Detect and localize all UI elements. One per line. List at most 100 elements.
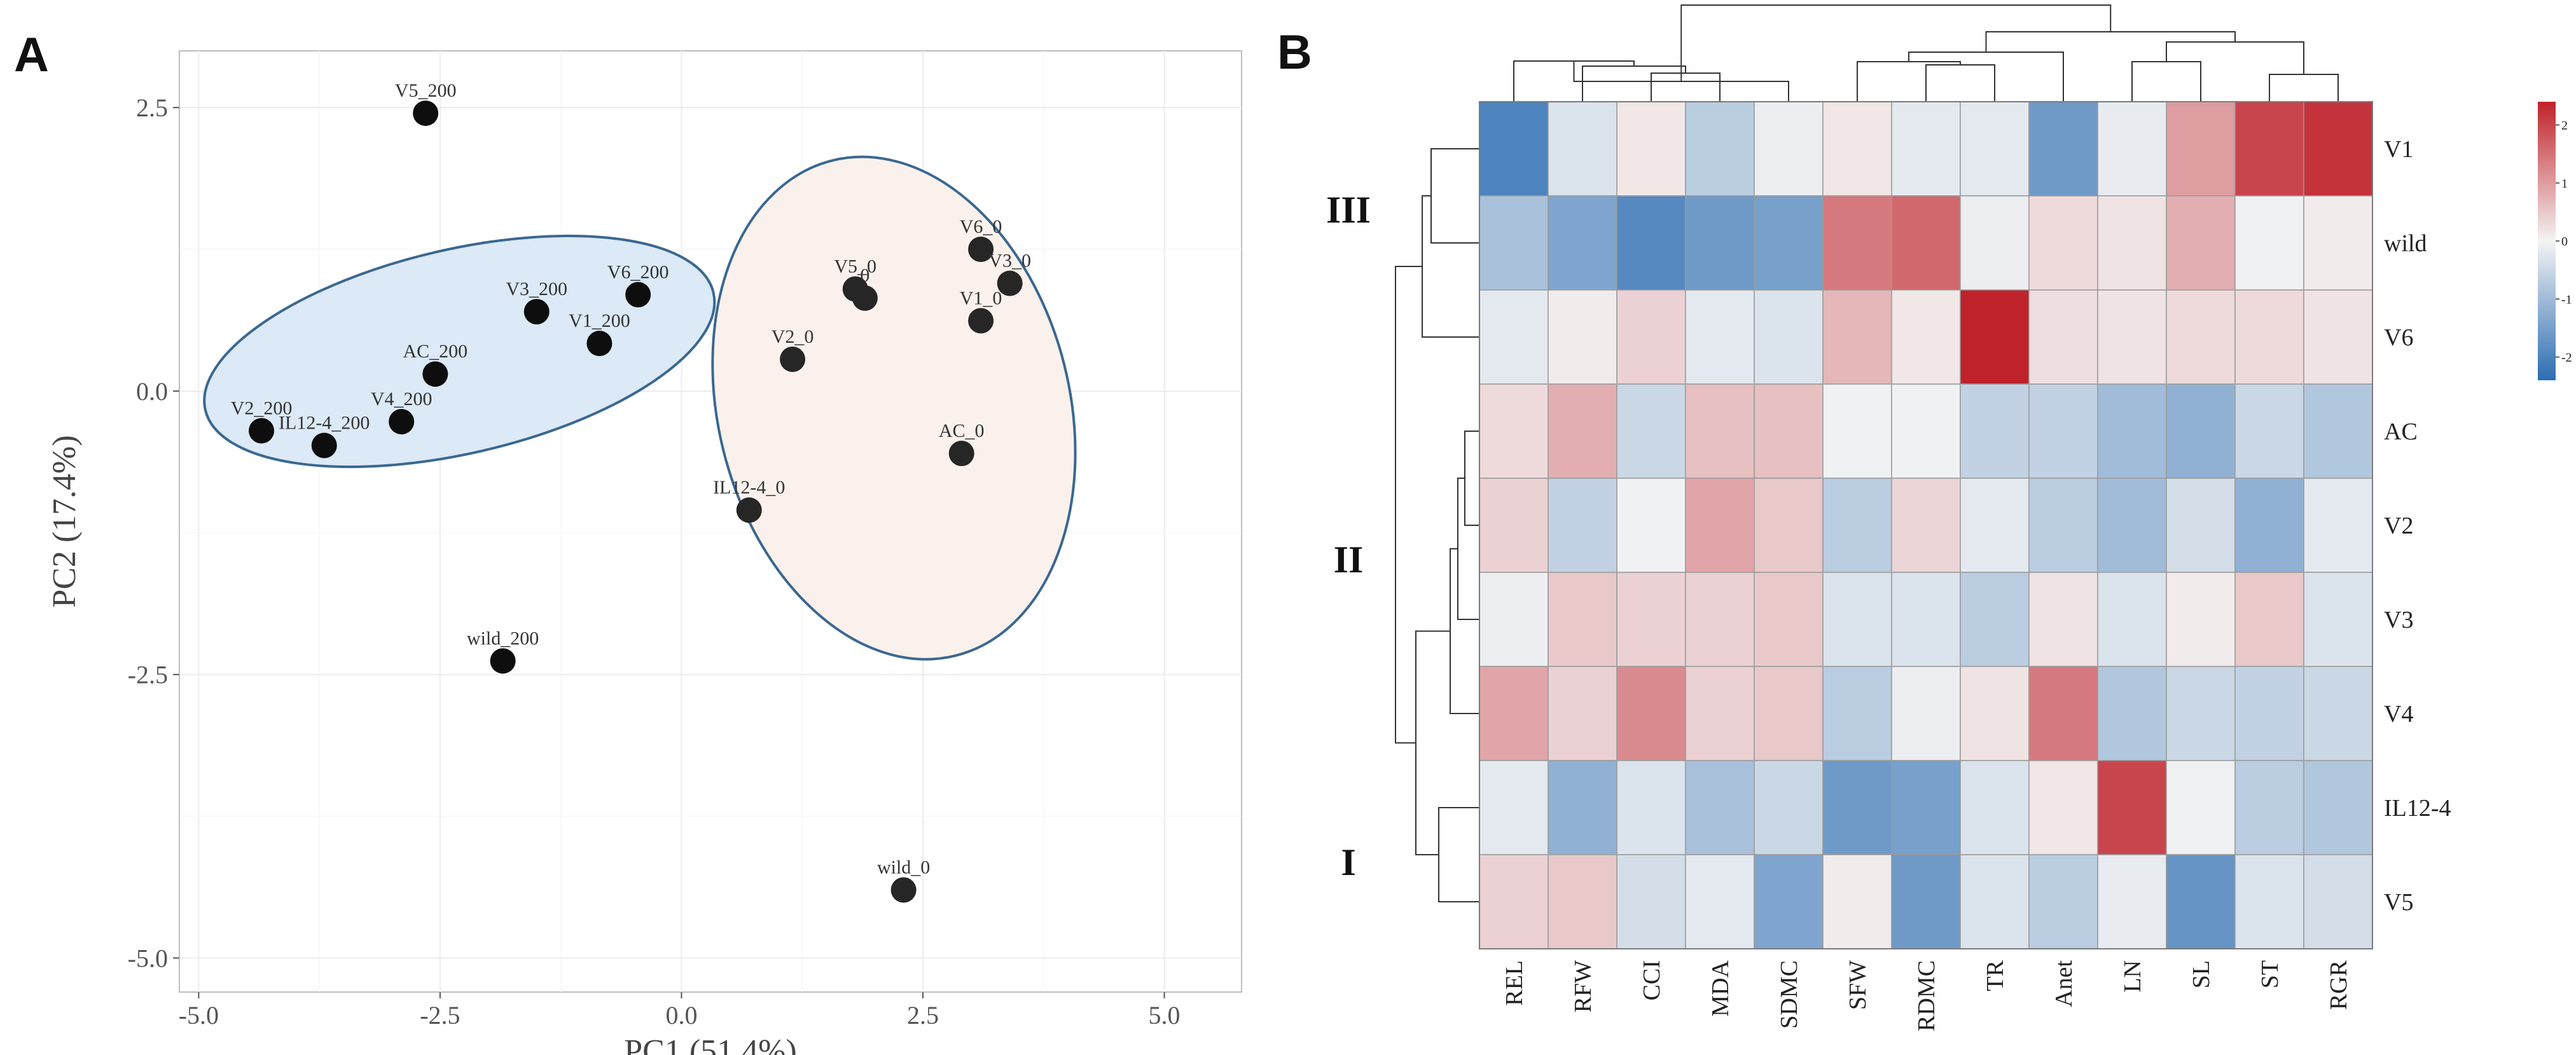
point-label: 0: [860, 265, 869, 286]
heatmap-cell: [2166, 666, 2236, 761]
heatmap-cell: [1685, 572, 1755, 667]
heatmap-column-labels: REL RFW CCI MDA SDMC SFW RDMC TR Anet LN SL ST RGR: [1501, 960, 2352, 1031]
heatmap-cell: [1685, 666, 1755, 761]
dendrogram-link: [1925, 64, 1995, 102]
point-AC_0: [948, 441, 974, 467]
point-label: V5_200: [395, 80, 457, 101]
heatmap-cell: [2166, 572, 2236, 667]
heatmap-cell: [1685, 760, 1755, 855]
row-label: wild: [2384, 230, 2427, 257]
point-label: V1_0: [960, 287, 1002, 308]
heatmap-cell: [1960, 383, 2030, 479]
scatter-plot-area: [179, 50, 1242, 993]
heatmap-cell: [1822, 289, 1892, 385]
heatmap-cell: [1479, 572, 1549, 667]
heatmap-cell: [2234, 572, 2304, 667]
heatmap-cell: [1616, 478, 1686, 573]
row-label: AC: [2384, 418, 2418, 445]
heatmap-cell: [2097, 383, 2167, 479]
column-label: LN: [2119, 960, 2146, 993]
heatmap-cell: [1685, 383, 1755, 479]
column-label: Anet: [2051, 960, 2077, 1007]
x-tick-label: 0.0: [665, 1001, 697, 1030]
heatmap-cell: [1754, 760, 1824, 855]
heatmap-cell: [1960, 101, 2030, 197]
column-label: RGR: [2325, 960, 2352, 1010]
heatmap-cell: [2166, 760, 2236, 855]
heatmap-cell: [2097, 760, 2167, 855]
heatmap-cell: [2303, 760, 2373, 855]
point-AC_200: [422, 361, 448, 387]
heatmap-cell: [1548, 760, 1617, 855]
row-dendrogram: [1395, 148, 1479, 902]
x-tick-label: 5.0: [1149, 1001, 1181, 1030]
heatmap-cell: [2234, 195, 2304, 291]
column-dendrogram: [1513, 4, 2339, 102]
y-tick-label: -5.0: [128, 944, 168, 973]
dendrogram-link: [1450, 548, 1479, 714]
heatmap-cell: [1960, 666, 2030, 761]
heatmap-cell: [2028, 383, 2098, 479]
column-label: ST: [2257, 960, 2283, 988]
heatmap-row-labels: V1 wild V6 AC V2 V3 V4 IL12-4 V5: [2384, 136, 2451, 916]
row-label: V1: [2384, 136, 2413, 163]
heatmap-cell: [2166, 289, 2236, 385]
heatmap-cell: [1822, 383, 1892, 479]
heatmap-cell: [1754, 101, 1824, 197]
heatmap-cell: [1891, 854, 1961, 949]
heatmap-cell: [1960, 195, 2030, 291]
row-label: V5: [2384, 889, 2413, 916]
point-label: V2_200: [231, 397, 293, 418]
point-IL12-4_200: [311, 432, 337, 459]
heatmap-cell: [1891, 478, 1961, 573]
dendrogram-link: [1415, 630, 1450, 855]
point-label: wild_0: [877, 857, 930, 878]
heatmap-cell: [1960, 854, 2030, 949]
heatmap-cell: [2028, 666, 2098, 761]
column-label: RFW: [1570, 960, 1596, 1012]
point-V5_200: [413, 100, 439, 127]
heatmap-cell: [1822, 572, 1892, 667]
heatmap-cell: [1891, 101, 1961, 197]
y-tick-label: 2.5: [136, 93, 168, 122]
x-axis-title: PC1 (51.4%): [624, 1033, 797, 1055]
heatmap-cell: [2303, 572, 2373, 667]
heatmap-cell: [1616, 289, 1686, 385]
x-tick-label: -5.0: [179, 1001, 219, 1030]
point-label: IL12-4_200: [279, 413, 370, 434]
legend-tick-label: 1: [2561, 177, 2568, 191]
point-IL12-4_0: [736, 497, 762, 523]
point-label: AC_0: [939, 420, 985, 441]
cluster-label: I: [1341, 841, 1355, 883]
heatmap-cell: [1891, 195, 1961, 291]
point-wild_200: [490, 648, 516, 674]
heatmap-cell: [2028, 478, 2098, 573]
column-label: RDMC: [1913, 960, 1940, 1031]
heatmap-cell: [2303, 666, 2373, 761]
heatmap-cell: [1685, 289, 1755, 385]
heatmap-cell: [2234, 854, 2304, 949]
heatmap-cell: [1616, 383, 1686, 479]
heatmap-cell: [1891, 572, 1961, 667]
heatmap-cell: [2097, 666, 2167, 761]
point-label: AC_200: [403, 341, 467, 362]
column-label: CCI: [1638, 960, 1665, 1000]
heatmap-cell: [2166, 195, 2236, 291]
point-label: V5_0: [834, 256, 876, 277]
heatmap-cell: [2028, 195, 2098, 291]
heatmap-cells: [1479, 101, 2373, 949]
point-label: V1_200: [569, 310, 630, 331]
heatmap-cell: [1891, 383, 1961, 479]
heatmap-cell: [1616, 572, 1686, 667]
heatmap-cell: [1548, 383, 1617, 479]
point-V6_200: [625, 282, 651, 308]
scatter-points: V5_200V6_200V3_200V1_200AC_200V2_200IL12…: [231, 80, 1031, 903]
point-V6_0: [968, 237, 994, 263]
column-label: TR: [1982, 960, 2009, 991]
point-V4_200: [389, 409, 415, 435]
heatmap-cell: [1685, 101, 1755, 197]
dendrogram-link: [1857, 61, 1961, 102]
row-label: V3: [2384, 607, 2413, 633]
row-label: IL12-4: [2384, 795, 2451, 822]
heatmap-cell: [1616, 760, 1686, 855]
